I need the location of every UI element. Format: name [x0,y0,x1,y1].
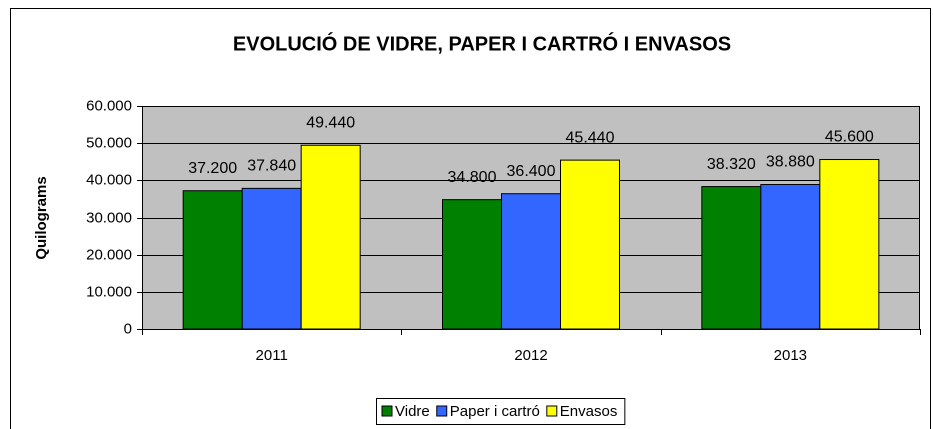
data-label: 34.800 [448,169,497,186]
legend-swatch [381,405,393,417]
chart-title: EVOLUCIÓ DE VIDRE, PAPER I CARTRÓ I ENVA… [233,31,731,55]
bar [701,186,762,330]
legend-label: Paper i cartró [450,403,540,420]
legend-box [376,398,626,425]
y-tick-label: 20.000 [86,246,132,263]
data-label: 37.200 [188,160,237,177]
data-label: 45.440 [566,129,615,146]
data-label: 38.880 [766,154,815,171]
y-tick-label: 10.000 [86,283,132,300]
bar [501,193,561,330]
data-label: 36.400 [507,163,556,180]
legend-swatch [436,405,448,417]
x-tick-label: 2013 [774,347,807,364]
legend-label: Vidre [395,403,430,420]
bar [241,187,302,330]
bar [442,199,502,330]
bar [819,159,880,330]
legend-swatch [546,405,558,417]
y-tick-label: 60.000 [86,97,132,114]
legend-label: Envasos [560,403,618,420]
bar [760,183,821,330]
y-tick-label: 50.000 [86,134,132,151]
bar [300,144,361,330]
x-tick-label: 2012 [514,347,547,364]
plot-border [142,106,920,330]
data-label: 45.600 [825,129,874,146]
y-tick-label: 40.000 [86,171,132,188]
data-label: 38.320 [707,156,756,173]
data-label: 49.440 [306,114,355,131]
bar [182,190,243,330]
y-tick-label: 30.000 [86,209,132,226]
y-tick-label: 0 [124,320,132,337]
bar [560,159,620,330]
data-label: 37.840 [247,158,296,175]
x-tick-label: 2011 [256,347,288,364]
y-axis-label: Quilograms [33,176,50,259]
